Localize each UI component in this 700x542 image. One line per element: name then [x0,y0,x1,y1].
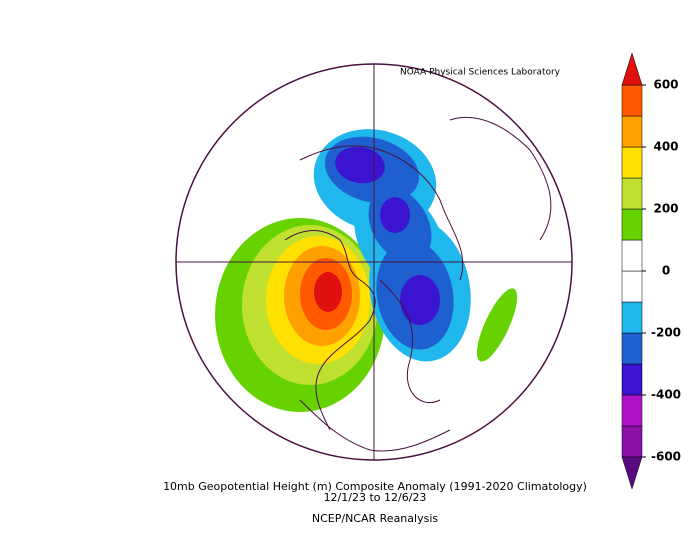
colorbar-tick-label: 0 [662,264,670,278]
colorbar-segment [621,270,643,303]
anomaly-contour [314,272,342,312]
anomaly-contour [400,275,440,325]
colorbar-segment [621,208,643,241]
colorbar-segment [621,301,643,334]
colorbar-segment [621,239,643,272]
credit: NOAA Physical Sciences Laboratory [400,68,561,78]
colorbar-tick-label: -400 [651,388,681,402]
title: 10mb Geopotential Height (m) Composite A… [163,480,587,493]
subtitle: 12/1/23 to 12/6/23 [324,491,427,504]
anomaly-contour [476,288,518,362]
colorbar-tick-label: -200 [651,326,681,340]
colorbar-tick-label: -600 [651,450,681,464]
anomaly-contour [335,146,385,184]
colorbar-segment [621,363,643,396]
source: NCEP/NCAR Reanalysis [312,512,438,525]
colorbar-segment [621,425,643,458]
colorbar-segment [621,146,643,179]
coastlines [284,116,552,452]
colorbar-tick-label: 400 [653,140,678,154]
anomaly-contour [380,197,410,233]
colorbar-segment [621,84,643,117]
colorbar-tick-label: 200 [653,202,678,216]
colorbar-segment [621,394,643,427]
colorbar-segment [621,332,643,365]
colorbar-segment [621,177,643,210]
colorbar-extend-top [621,52,643,86]
colorbar: 600 400 200 0 -200 -400 -600 [621,52,681,490]
colorbar-segment [621,115,643,148]
anomaly-field [215,129,518,412]
colorbar-tick-label: 600 [653,78,678,92]
colorbar-extend-bottom [621,456,643,490]
